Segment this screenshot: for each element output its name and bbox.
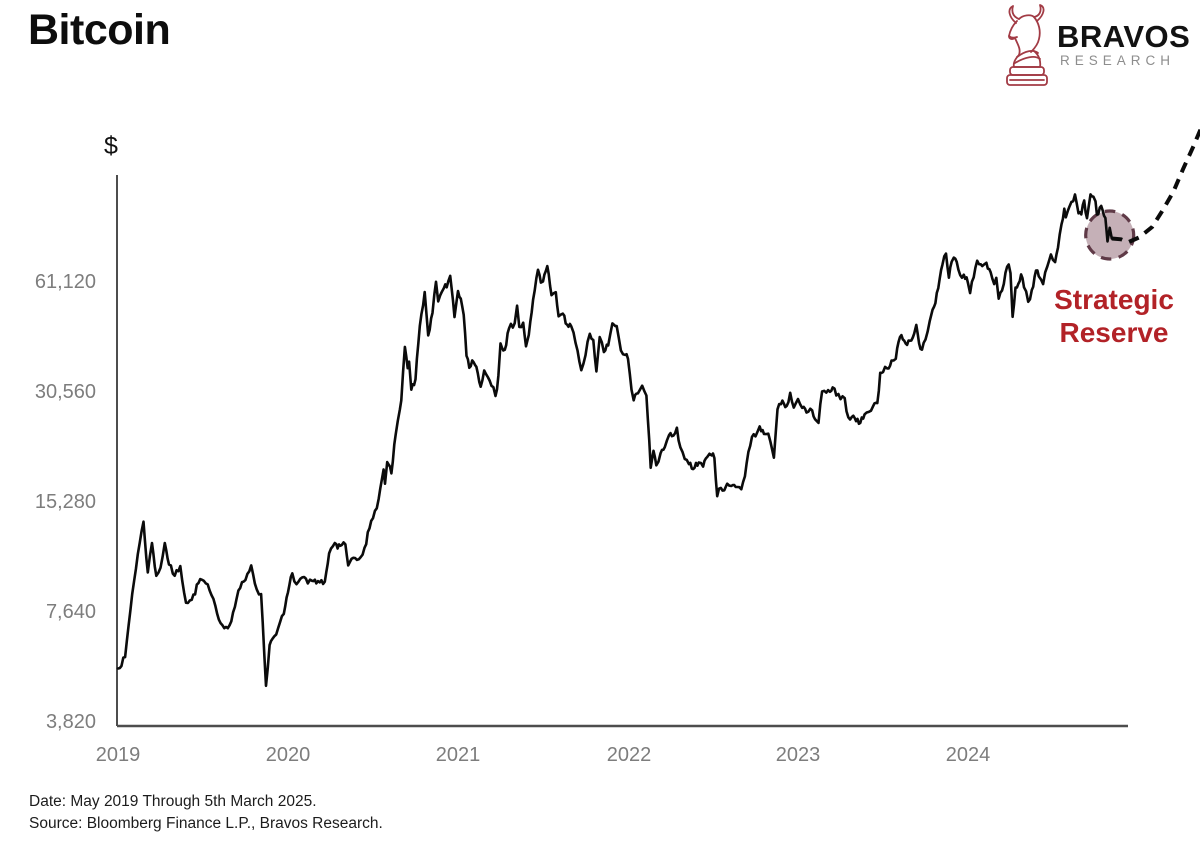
- source-note: Source: Bloomberg Finance L.P., Bravos R…: [29, 815, 383, 832]
- logo-sub-text: RESEARCH: [1060, 53, 1176, 68]
- y-axis-tick-label: 15,280: [34, 491, 96, 513]
- x-axis-tick-label: 2020: [265, 744, 311, 766]
- x-axis-tick-label: 2021: [435, 744, 481, 766]
- strategic-reserve-label-line2: Reserve: [1059, 317, 1169, 348]
- y-axis-tick-label: 3,820: [45, 711, 96, 733]
- x-axis-tick-label: 2022: [606, 744, 652, 766]
- y-axis-tick-label: 7,640: [45, 601, 96, 623]
- strategic-reserve-label-line1: Strategic: [1054, 284, 1174, 315]
- bravos-logo: BRAVOS RESEARCH: [1002, 2, 1194, 98]
- y-axis-unit-label: $: [104, 132, 118, 160]
- y-axis-tick-label: 30,560: [34, 381, 96, 403]
- chart-footnotes: Date: May 2019 Through 5th March 2025. S…: [29, 791, 383, 835]
- x-axis-tick-label: 2024: [945, 744, 991, 766]
- date-range-note: Date: May 2019 Through 5th March 2025.: [29, 793, 317, 810]
- x-axis-tick-label: 2023: [775, 744, 821, 766]
- strategic-reserve-label: Strategic Reserve: [1040, 283, 1188, 349]
- bull-knight-icon: [1006, 4, 1048, 86]
- logo-brand-text: BRAVOS: [1057, 19, 1191, 54]
- x-axis-tick-label: 2019: [95, 744, 141, 766]
- page-title: Bitcoin: [28, 6, 171, 54]
- y-axis-tick-label: 61,120: [34, 271, 96, 293]
